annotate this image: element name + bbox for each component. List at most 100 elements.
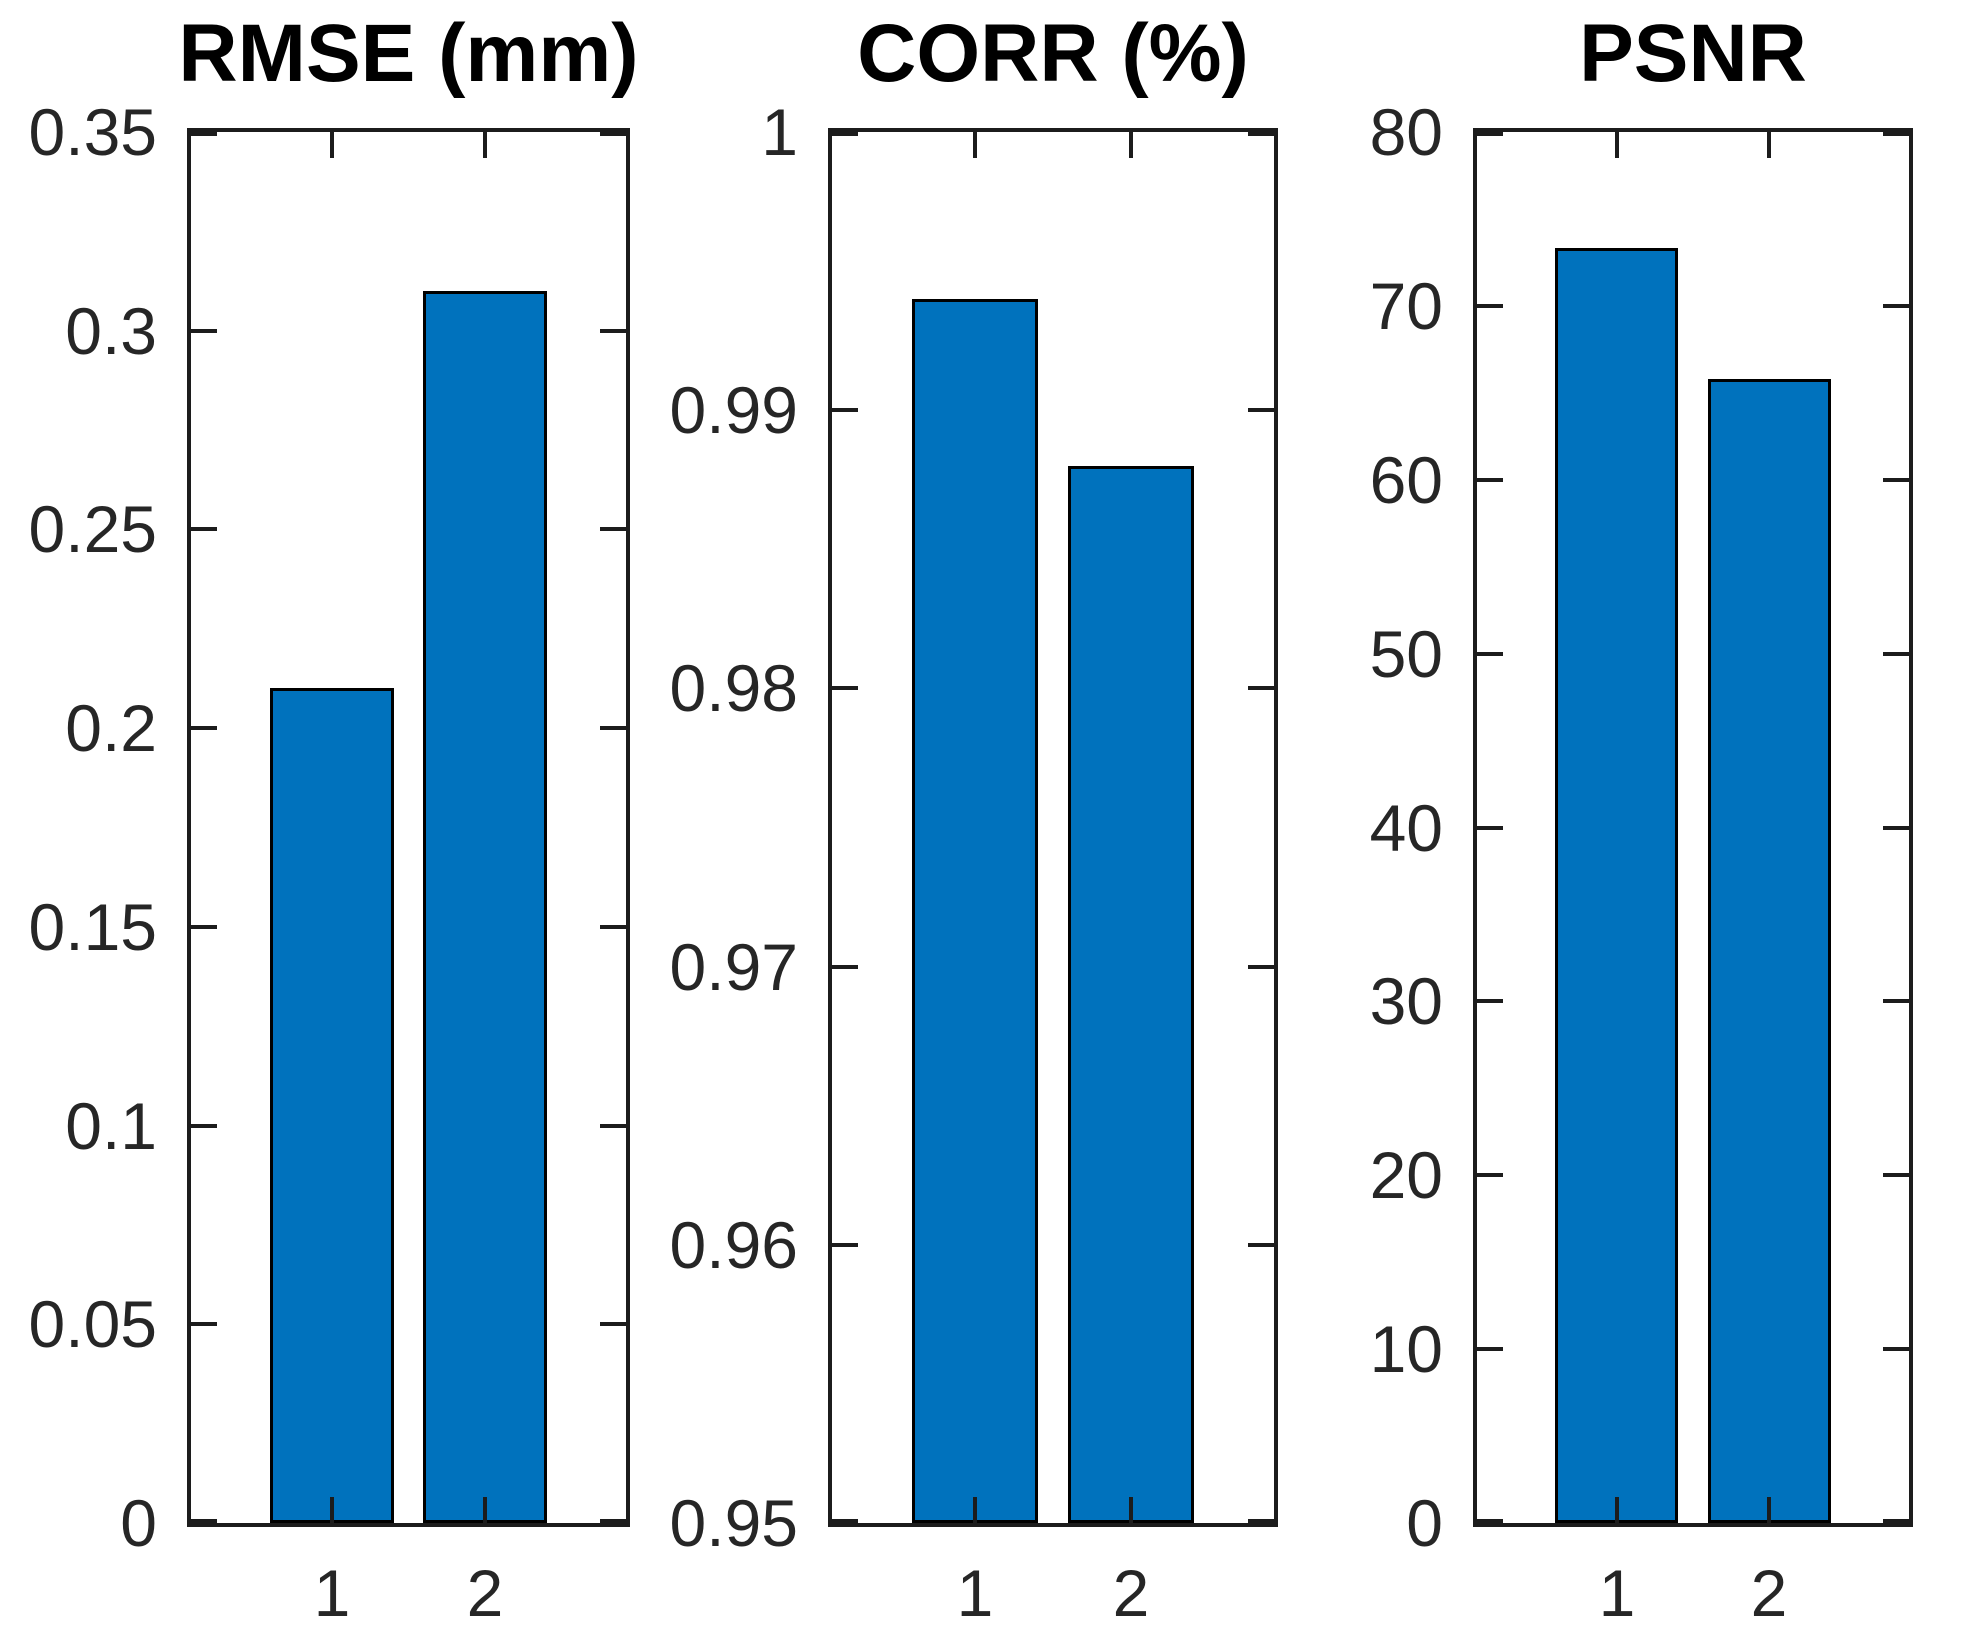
y-tick-mark	[1883, 826, 1909, 830]
x-tick-mark	[973, 132, 977, 158]
y-tick-label: 0	[120, 1486, 157, 1560]
y-tick-label: 50	[1369, 617, 1443, 691]
x-tick-mark	[1615, 132, 1619, 158]
panel-title-corr: CORR (%)	[857, 8, 1249, 99]
y-tick-mark	[191, 132, 217, 136]
y-tick-label: 0.95	[669, 1486, 798, 1560]
axes-panel-psnr	[1473, 128, 1913, 1527]
y-tick-mark	[600, 925, 626, 929]
x-tick-label: 2	[1112, 1556, 1150, 1630]
y-tick-mark	[1477, 826, 1503, 830]
panel-title-rmse: RMSE (mm)	[178, 8, 639, 99]
y-tick-label: 80	[1369, 95, 1443, 169]
y-tick-mark	[600, 726, 626, 730]
y-tick-label: 0.96	[669, 1208, 798, 1282]
y-tick-mark	[1883, 1347, 1909, 1351]
y-tick-mark	[1248, 1243, 1274, 1247]
y-tick-mark	[1477, 304, 1503, 308]
x-tick-mark	[1615, 1497, 1619, 1523]
bar-category-1	[1555, 248, 1678, 1523]
y-tick-label: 30	[1369, 964, 1443, 1038]
y-tick-label: 0.99	[669, 373, 798, 447]
y-tick-label: 0.3	[65, 294, 157, 368]
y-tick-mark	[600, 1322, 626, 1326]
bar-category-1	[912, 299, 1038, 1523]
y-tick-mark	[1477, 1519, 1503, 1523]
bar-category-1	[270, 688, 394, 1523]
y-tick-label: 60	[1369, 443, 1443, 517]
y-tick-mark	[1477, 652, 1503, 656]
y-tick-mark	[1477, 999, 1503, 1003]
y-tick-mark	[191, 726, 217, 730]
axes-panel-corr	[828, 128, 1278, 1527]
y-tick-mark	[1883, 1173, 1909, 1177]
y-tick-mark	[191, 1519, 217, 1523]
panel-title-psnr: PSNR	[1579, 8, 1807, 99]
y-tick-mark	[1477, 478, 1503, 482]
x-tick-mark	[1767, 1497, 1771, 1523]
x-tick-mark	[1129, 132, 1133, 158]
x-tick-mark	[483, 1497, 487, 1523]
y-tick-label: 70	[1369, 269, 1443, 343]
x-tick-mark	[1767, 132, 1771, 158]
x-tick-label: 1	[313, 1556, 351, 1630]
y-tick-mark	[191, 527, 217, 531]
y-tick-mark	[1883, 999, 1909, 1003]
x-tick-mark	[973, 1497, 977, 1523]
axes-panel-rmse	[187, 128, 630, 1527]
y-tick-mark	[1477, 1347, 1503, 1351]
y-tick-label: 0.25	[28, 492, 157, 566]
y-tick-mark	[191, 1322, 217, 1326]
y-tick-mark	[1883, 1519, 1909, 1523]
y-tick-mark	[600, 329, 626, 333]
y-tick-mark	[600, 1124, 626, 1128]
y-tick-label: 0.97	[669, 930, 798, 1004]
x-tick-mark	[483, 132, 487, 158]
y-tick-mark	[600, 132, 626, 136]
y-tick-mark	[1883, 652, 1909, 656]
y-tick-mark	[1883, 304, 1909, 308]
y-tick-label: 0	[1406, 1486, 1443, 1560]
y-tick-label: 10	[1369, 1312, 1443, 1386]
y-tick-mark	[1477, 132, 1503, 136]
bar-category-2	[1068, 466, 1194, 1523]
y-tick-mark	[1248, 408, 1274, 412]
y-tick-mark	[1477, 1173, 1503, 1177]
bar-category-2	[423, 291, 547, 1523]
y-tick-label: 0.2	[65, 691, 157, 765]
y-tick-mark	[600, 527, 626, 531]
y-tick-label: 0.35	[28, 95, 157, 169]
y-tick-mark	[1883, 132, 1909, 136]
x-tick-mark	[330, 132, 334, 158]
bar-category-2	[1708, 379, 1831, 1523]
y-tick-label: 1	[761, 95, 798, 169]
y-tick-mark	[191, 329, 217, 333]
y-tick-label: 0.05	[28, 1287, 157, 1361]
y-tick-mark	[1248, 965, 1274, 969]
y-tick-mark	[832, 408, 858, 412]
y-tick-mark	[832, 686, 858, 690]
x-tick-label: 1	[1598, 1556, 1636, 1630]
y-tick-label: 40	[1369, 791, 1443, 865]
x-tick-label: 2	[466, 1556, 504, 1630]
y-tick-mark	[832, 965, 858, 969]
y-tick-mark	[1248, 132, 1274, 136]
y-tick-mark	[1248, 1519, 1274, 1523]
y-tick-mark	[832, 1519, 858, 1523]
x-tick-label: 2	[1750, 1556, 1788, 1630]
y-tick-mark	[191, 925, 217, 929]
y-tick-mark	[191, 1124, 217, 1128]
x-tick-mark	[330, 1497, 334, 1523]
y-tick-mark	[1883, 478, 1909, 482]
y-tick-label: 0.1	[65, 1089, 157, 1163]
y-tick-label: 0.15	[28, 890, 157, 964]
y-tick-label: 20	[1369, 1138, 1443, 1212]
y-tick-mark	[832, 1243, 858, 1247]
y-tick-label: 0.98	[669, 651, 798, 725]
y-tick-mark	[1248, 686, 1274, 690]
y-tick-mark	[832, 132, 858, 136]
x-tick-mark	[1129, 1497, 1133, 1523]
x-tick-label: 1	[956, 1556, 994, 1630]
y-tick-mark	[600, 1519, 626, 1523]
